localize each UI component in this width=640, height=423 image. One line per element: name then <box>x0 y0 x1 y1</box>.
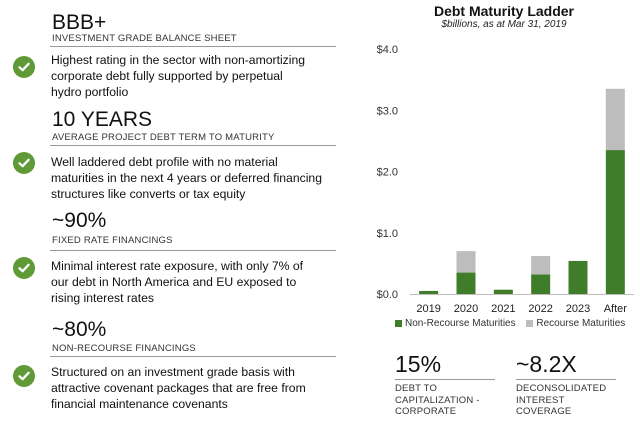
stat-caption-debt-cap: DEBT TO CAPITALIZATION - CORPORATE <box>395 383 480 417</box>
stat-value-interest-coverage: ~8.2X <box>516 351 577 377</box>
divider <box>50 356 336 357</box>
x-tick-label: 2023 <box>566 303 590 315</box>
legend-swatch-non-recourse <box>395 319 402 327</box>
bullet-text-interest: Minimal interest rate exposure, with onl… <box>51 259 303 305</box>
stat-value-rating: BBB+ <box>52 11 107 34</box>
legend-label-recourse: Recourse Maturities <box>536 318 626 329</box>
check-circle-icon <box>13 257 35 279</box>
stat-value-term: 10 YEARS <box>52 108 153 131</box>
y-tick-label: $1.0 <box>377 228 398 240</box>
divider <box>50 250 336 251</box>
stat-caption-term: AVERAGE PROJECT DEBT TERM TO MATURITY <box>52 132 275 143</box>
bullet-text-rating: Highest rating in the sector with non-am… <box>51 53 306 99</box>
bar-recourse <box>531 256 551 275</box>
check-circle-icon <box>13 56 35 78</box>
chart-title: Debt Maturity Ladder <box>433 3 574 19</box>
x-tick-label: 2021 <box>491 303 515 315</box>
stat-caption-interest-coverage: DECONSOLIDATED INTEREST COVERAGE <box>516 383 607 417</box>
divider <box>50 46 336 47</box>
chart-subtitle: $billions, as at Mar 31, 2019 <box>441 19 567 30</box>
bar-non-recourse <box>456 272 476 294</box>
y-tick-label: $2.0 <box>377 167 398 179</box>
bar-recourse <box>456 251 476 273</box>
y-tick-label: $4.0 <box>377 44 398 56</box>
stat-value-fixed-rate: ~90% <box>52 209 107 232</box>
stat-caption-fixed-rate: FIXED RATE FINANCINGS <box>52 235 173 246</box>
legend-label-non-recourse: Non-Recourse Maturities <box>405 318 516 329</box>
y-tick-label: $3.0 <box>377 105 398 117</box>
divider <box>516 379 616 380</box>
x-tick-label: 2020 <box>454 303 478 315</box>
bar-non-recourse <box>531 274 551 294</box>
y-tick-label: $0.0 <box>377 289 398 301</box>
stat-value-non-recourse: ~80% <box>52 318 107 341</box>
chart-legend: Non-Recourse Maturities Recourse Maturit… <box>395 318 625 329</box>
stat-caption-rating: INVESTMENT GRADE BALANCE SHEET <box>52 33 237 44</box>
bar-non-recourse <box>419 290 439 294</box>
legend-swatch-recourse <box>526 319 534 327</box>
bullet-text-covenant: Structured on an investment grade basis … <box>51 365 306 411</box>
x-tick-label: 2022 <box>528 303 552 315</box>
divider <box>50 145 336 146</box>
bar-non-recourse <box>493 289 513 294</box>
bar-non-recourse <box>568 260 588 294</box>
divider <box>395 379 495 380</box>
check-circle-icon <box>13 365 35 387</box>
stat-value-debt-cap: 15% <box>395 351 442 377</box>
x-tick-label: After <box>604 303 628 315</box>
x-tick-label: 2019 <box>416 303 440 315</box>
bullet-text-ladder: Well laddered debt profile with no mater… <box>51 155 322 201</box>
bar-recourse <box>605 88 625 151</box>
bar-non-recourse <box>605 150 625 294</box>
stat-caption-non-recourse: NON-RECOURSE FINANCINGS <box>52 343 196 354</box>
check-circle-icon <box>13 152 35 174</box>
